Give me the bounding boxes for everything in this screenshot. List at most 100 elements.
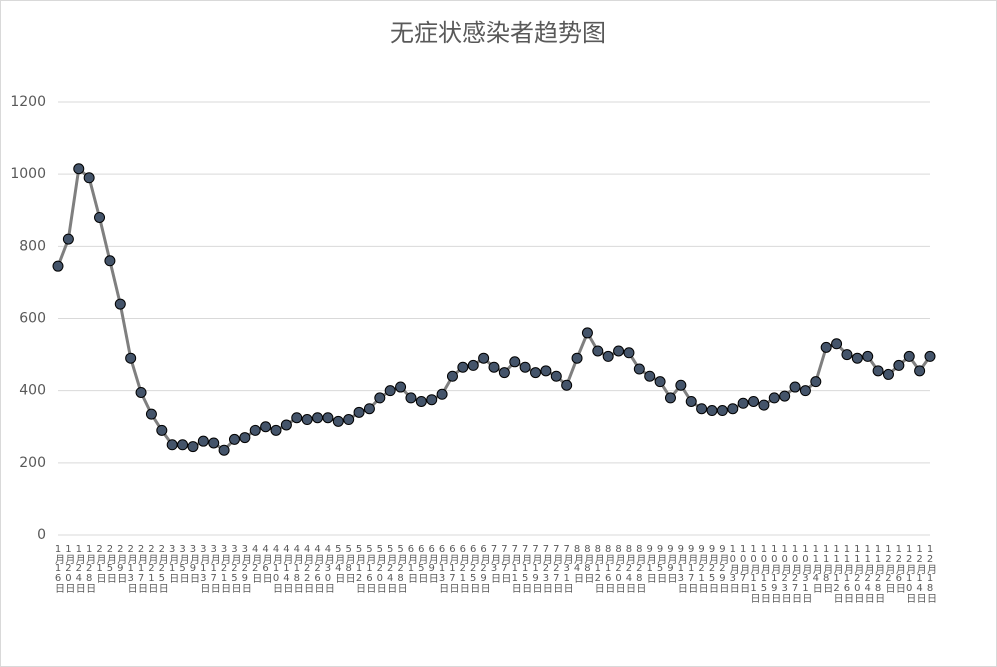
marker [114, 298, 126, 310]
marker [291, 412, 303, 424]
marker [187, 441, 199, 453]
x-tick-label: 10月11日 [748, 544, 760, 603]
x-tick-label: 6月17日 [447, 544, 459, 593]
marker [820, 341, 832, 353]
marker [353, 406, 365, 418]
marker [467, 359, 479, 371]
marker [706, 405, 718, 417]
x-tick-label: 6月25日 [468, 544, 480, 593]
marker [509, 356, 521, 368]
marker [789, 381, 801, 393]
x-tick-label: 4月30日 [322, 544, 334, 593]
marker [488, 361, 500, 373]
marker [810, 376, 822, 388]
x-tick-label: 9月5日 [655, 544, 667, 583]
x-tick-label: 8月8日 [582, 544, 594, 583]
marker [696, 403, 708, 415]
marker [737, 397, 749, 409]
marker [623, 347, 635, 359]
x-tick-label: 11月8日 [821, 544, 833, 593]
marker [664, 392, 676, 404]
x-tick-label: 10月7日 [738, 544, 750, 593]
x-tick-label: 1月24日 [73, 544, 85, 593]
y-tick-label: 600 [19, 311, 46, 327]
marker [312, 412, 324, 424]
marker [550, 370, 562, 382]
x-tick-label: 8月16日 [603, 544, 615, 593]
x-tick-label: 6月13日 [437, 544, 449, 593]
x-tick-label: 7月19日 [530, 544, 542, 593]
marker [405, 392, 417, 404]
x-tick-label: 3月5日 [177, 544, 189, 583]
marker [914, 365, 926, 377]
chart-title: 无症状感染者趋势图 [390, 19, 606, 47]
marker [166, 439, 178, 451]
marker [83, 172, 95, 184]
marker [135, 386, 147, 398]
marker [530, 367, 542, 379]
marker [602, 350, 614, 362]
marker [540, 365, 552, 377]
marker [395, 381, 407, 393]
marker [73, 163, 85, 175]
x-tick-label: 4月18日 [291, 544, 303, 593]
x-tick-label: 4月6日 [260, 544, 272, 583]
x-tick-label: 12月2日 [883, 544, 895, 593]
x-tick-label: 7月31日 [561, 544, 573, 593]
marker [332, 415, 344, 427]
x-tick-label: 7月23日 [540, 544, 552, 593]
marker [561, 379, 573, 391]
x-tick-label: 6月21日 [457, 544, 469, 593]
marker [446, 370, 458, 382]
marker [52, 260, 64, 272]
x-tick-label: 3月21日 [219, 544, 231, 593]
marker [208, 437, 220, 449]
marker [374, 392, 386, 404]
x-tick-label: 4月10日 [271, 544, 283, 593]
x-tick-label: 6月5日 [416, 544, 428, 583]
marker [498, 367, 510, 379]
marker [260, 421, 272, 433]
x-tick-label: 4月2日 [250, 544, 262, 583]
x-tick-label: 11月16日 [841, 544, 853, 603]
x-tick-label: 9月13日 [675, 544, 687, 593]
x-tick-label: 2月1日 [94, 544, 106, 583]
marker [457, 361, 469, 373]
x-tick-label: 2月25日 [156, 544, 168, 593]
marker [280, 419, 292, 431]
x-tick-label: 2月13日 [125, 544, 137, 593]
x-tick-label: 11月20日 [852, 544, 864, 603]
marker [301, 414, 313, 426]
y-tick-label: 0 [37, 527, 46, 543]
marker [592, 345, 604, 357]
marker [841, 349, 853, 361]
marker [270, 424, 282, 436]
marker [613, 345, 625, 357]
x-tick-label: 9月21日 [696, 544, 708, 593]
marker [239, 432, 251, 444]
x-tick-label: 10月27日 [790, 544, 802, 603]
x-tick-label: 3月1日 [167, 544, 179, 583]
x-tick-label: 10月31日 [800, 544, 812, 603]
y-tick-label: 200 [19, 455, 46, 471]
x-tick-label: 11月12日 [831, 544, 843, 603]
x-tick-label: 12月18日 [925, 544, 937, 603]
marker [882, 368, 894, 380]
marker [571, 352, 583, 364]
marker [384, 385, 396, 397]
x-tick-label: 9月9日 [665, 544, 677, 583]
x-tick-label: 12月14日 [914, 544, 926, 603]
y-tick-label: 1000 [10, 166, 46, 182]
x-tick-label: 3月9日 [187, 544, 199, 583]
x-tick-label: 5月20日 [374, 544, 386, 593]
marker [249, 424, 261, 436]
marker [748, 395, 760, 407]
marker [197, 435, 209, 447]
x-tick-label: 10月19日 [769, 544, 781, 603]
x-tick-label: 7月11日 [509, 544, 521, 593]
x-tick-label: 1月28日 [84, 544, 96, 593]
x-tick-label: 8月4日 [572, 544, 584, 583]
x-tick-label: 2月21日 [146, 544, 158, 593]
marker [851, 352, 863, 364]
